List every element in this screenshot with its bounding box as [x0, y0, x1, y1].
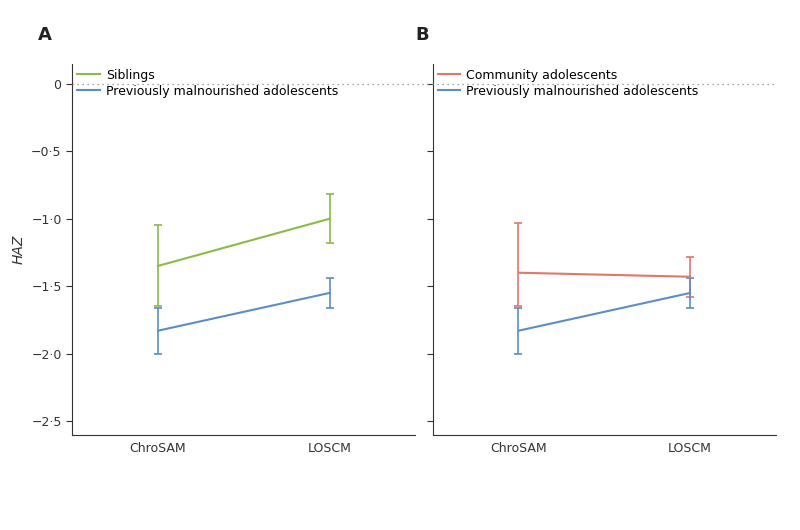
Legend: Siblings, Previously malnourished adolescents: Siblings, Previously malnourished adoles… [76, 67, 339, 99]
Text: A: A [38, 26, 51, 45]
Y-axis label: HAZ: HAZ [11, 234, 26, 264]
Text: B: B [415, 26, 429, 45]
Legend: Community adolescents, Previously malnourished adolescents: Community adolescents, Previously malnou… [436, 67, 700, 99]
